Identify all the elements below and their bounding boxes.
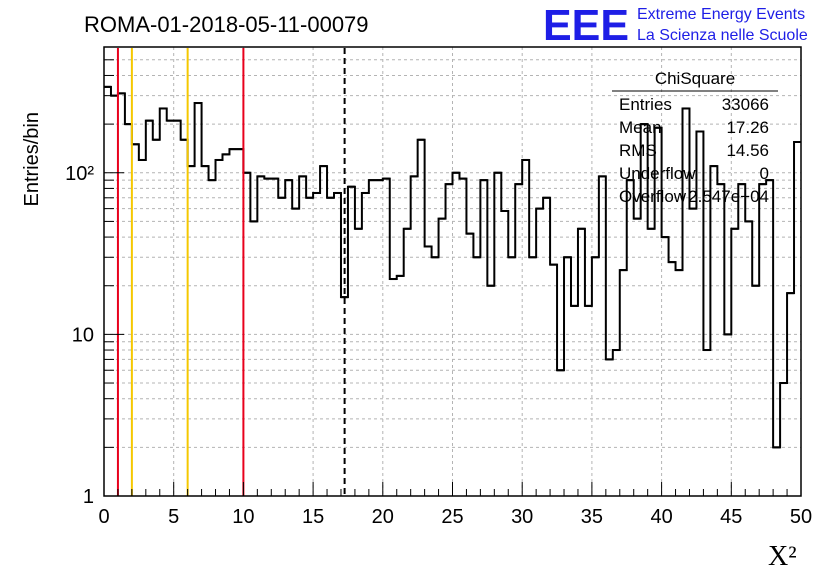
x-tick-label: 40 [650,506,672,528]
x-tick-label: 15 [302,506,324,528]
stats-title: ChiSquare [655,69,735,88]
stats-value-rms: 14.56 [726,141,769,160]
x-tick-label: 50 [790,506,812,528]
x-tick-label: 0 [98,506,109,528]
x-tick-label: 5 [168,506,179,528]
eee-logo: EEE Extreme Energy Events La Scienza nel… [543,1,808,50]
stats-label-rms: RMS [619,141,657,160]
logo-mark: EEE [543,1,629,50]
y-tick-labels: 1 10 10² [65,163,94,508]
stats-box: ChiSquare Entries 33066 Mean 17.26 RMS 1… [612,69,778,206]
x-tick-labels: 0 5 10 15 20 25 30 35 40 45 50 [98,506,812,528]
histogram-series [104,85,801,449]
x-tick-label: 20 [372,506,394,528]
x-tick-label: 25 [441,506,463,528]
threshold-lines [116,48,346,496]
x-tick-label: 45 [720,506,742,528]
grid [104,46,801,496]
chart-title: ROMA-01-2018-05-11-00079 [84,12,369,37]
x-axis-label: X² [768,541,797,572]
stats-label-overflow: Overflow [619,187,687,206]
x-tick-label: 35 [581,506,603,528]
stats-label-underflow: Underflow [619,164,696,183]
stats-value-overflow: 2.547e+04 [688,187,769,206]
stats-value-underflow: 0 [760,164,769,183]
stats-value-mean: 17.26 [726,118,769,137]
y-axis-label: Entries/bin [21,112,43,207]
stats-value-entries: 33066 [722,95,769,114]
y-tick-label: 10 [72,324,94,346]
stats-label-mean: Mean [619,118,662,137]
axis-ticks [103,46,802,497]
logo-line1: Extreme Energy Events [637,6,805,23]
histogram-line [104,85,801,449]
x-tick-label: 10 [232,506,254,528]
y-tick-label: 10² [65,163,94,185]
y-tick-label: 1 [83,486,94,508]
x-tick-label: 30 [511,506,533,528]
stats-label-entries: Entries [619,95,672,114]
logo-line2: La Scienza nelle Scuole [637,27,808,44]
